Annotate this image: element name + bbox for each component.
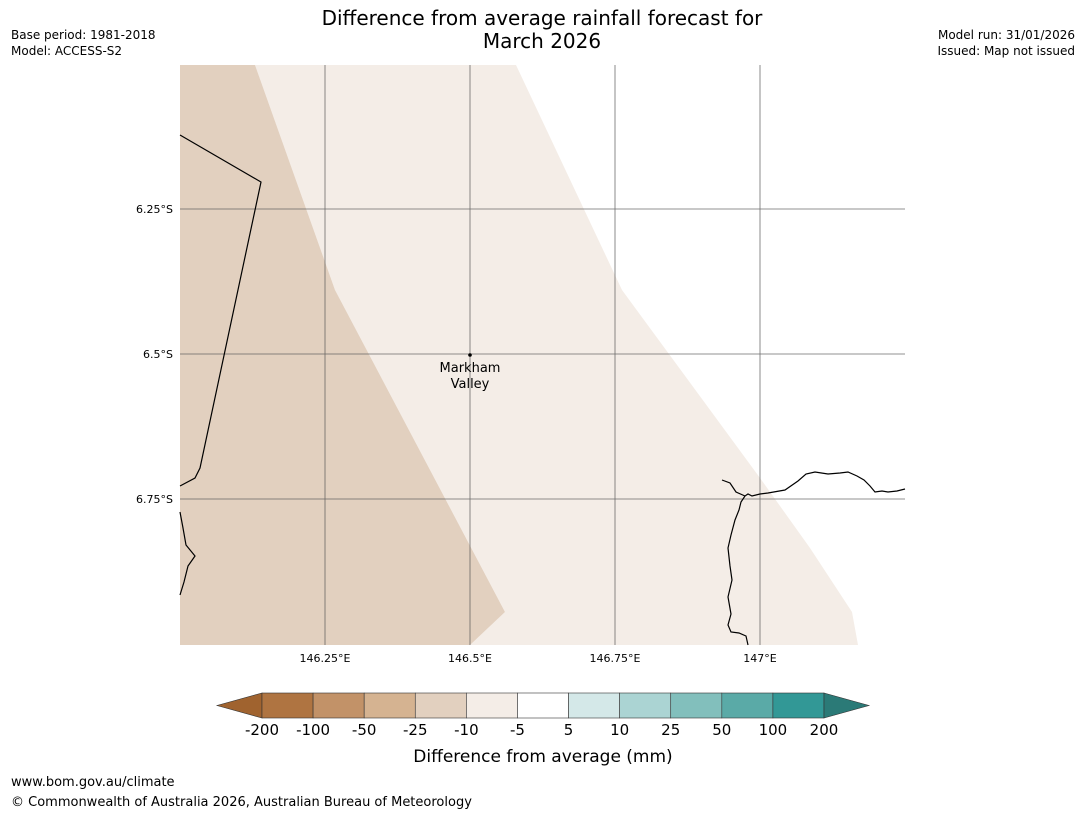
footer-copyright: © Commonwealth of Australia 2026, Austra… — [11, 795, 472, 810]
colorbar-cell — [363, 692, 416, 719]
colorbar-ticks: -200 -100 -50 -25 -10 -5 5 10 25 50 100 200 — [245, 721, 838, 739]
boundaries — [179, 134, 906, 646]
base-period-text: Base period: 1981-2018 — [11, 28, 156, 42]
model-text: Model: ACCESS-S2 — [11, 44, 123, 58]
rainfall-band-minus25-minus10 — [180, 65, 505, 645]
colorbar-label: Difference from average (mm) — [413, 747, 672, 767]
colorbar-tick-label: 200 — [810, 721, 839, 739]
colorbar-tick-label: -50 — [352, 721, 377, 739]
markham-valley-marker — [468, 353, 472, 357]
lon-label-146-75: 146.75°E — [590, 652, 641, 665]
river-and-coast-line — [721, 471, 906, 646]
colorbar-high-extension — [823, 692, 871, 719]
lat-label-6-25: 6.25°S — [136, 203, 173, 216]
colorbar-cell — [312, 692, 365, 719]
colorbar-tick-label: -5 — [510, 721, 525, 739]
colorbar-cell — [721, 692, 774, 719]
colorbar-cells — [261, 692, 825, 719]
colorbar-cell — [414, 692, 467, 719]
meta-right: Model run: 31/01/2026 Issued: Map not is… — [937, 27, 1075, 59]
lon-label-146-5: 146.5°E — [448, 652, 492, 665]
model-run-text: Model run: 31/01/2026 — [937, 28, 1075, 42]
title-line-2: March 2026 — [482, 29, 602, 53]
colorbar-cell — [517, 692, 569, 719]
colorbar-tick-label: -200 — [245, 721, 279, 739]
lat-label-6-5: 6.5°S — [143, 348, 173, 361]
province-boundary — [179, 134, 262, 487]
colorbar-cell — [466, 692, 518, 719]
colorbar-tick-label: 50 — [712, 721, 731, 739]
colorbar-tick-label: 10 — [610, 721, 629, 739]
colorbar-tick-label: -25 — [403, 721, 428, 739]
colorbar-tick-label: -10 — [454, 721, 479, 739]
western-coast-line — [179, 511, 196, 596]
colorbar-cell — [670, 692, 723, 719]
colorbar-low-extension — [215, 692, 263, 719]
meta-left: Base period: 1981-2018 Model: ACCESS-S2 — [11, 27, 156, 59]
graticule — [180, 65, 905, 645]
colorbar-tick-label: 5 — [564, 721, 574, 739]
map-area: Markham Valley — [179, 65, 906, 646]
colorbar-tick-label: 100 — [759, 721, 788, 739]
colorbar-cell — [619, 692, 672, 719]
map-title: Difference from average rainfall forecas… — [242, 7, 842, 53]
lat-label-6-75: 6.75°S — [136, 493, 173, 506]
colorbar-cell — [568, 692, 620, 719]
colorbar-cell — [772, 692, 825, 719]
lon-label-147: 147°E — [743, 652, 776, 665]
rainfall-band-minus10-minus5 — [255, 65, 858, 645]
lon-label-146-25: 146.25°E — [300, 652, 351, 665]
colorbar-tick-label: 25 — [661, 721, 680, 739]
colorbar-tick-label: -100 — [296, 721, 330, 739]
colorbar-cell — [261, 692, 314, 719]
title-line-1: Difference from average rainfall forecas… — [321, 6, 763, 30]
place-label-line-1: Markham — [440, 361, 501, 376]
issued-text: Issued: Map not issued — [937, 44, 1075, 58]
place-label-line-2: Valley — [451, 377, 490, 392]
axis-labels: 6.25°S 6.5°S 6.75°S 146.25°E 146.5°E 146… — [136, 203, 777, 665]
colorbar: -200 -100 -50 -25 -10 -5 5 10 25 50 100 200 Differe… — [215, 692, 871, 767]
footer-url: www.bom.gov.au/climate — [11, 775, 175, 790]
